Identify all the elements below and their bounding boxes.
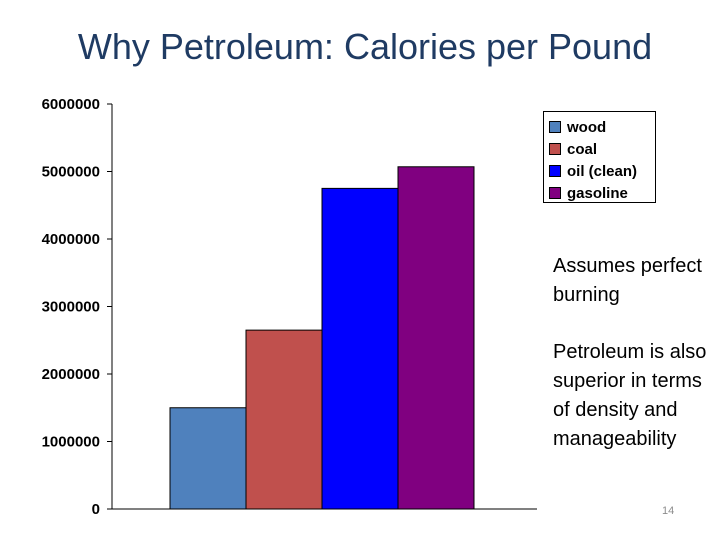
legend-item-coal: coal [549,138,655,160]
bar-oil [321,187,399,510]
legend-label-wood: wood [567,118,607,136]
legend-swatch-wood [549,121,561,133]
slide-title: Why Petroleum: Calories per Pound [77,26,653,67]
legend-label-gasoline: gasoline [567,184,628,202]
legend-swatch-coal [549,143,561,155]
legend-swatch-gasoline [549,187,561,199]
legend-item-gasoline: gasoline [549,182,655,204]
y-tick-label: 1000000 [42,434,100,451]
note-petroleum-superior: Petroleum is also superior in terms of d… [553,341,707,450]
chart-legend: wood coal oil (clean) gasoline [543,111,656,203]
y-tick-label: 0 [92,501,100,518]
y-tick-label: 2000000 [42,366,100,383]
legend-swatch-oil [549,165,561,177]
note-perfect-burning: Assumes perfect burning [553,255,702,306]
y-tick-label: 4000000 [42,231,100,248]
y-tick-label: 3000000 [42,299,100,316]
y-tick-label: 5000000 [42,164,100,181]
bar-gasoline [397,166,475,510]
y-tick-label: 6000000 [42,96,100,113]
legend-label-coal: coal [567,140,598,158]
slide-number: 14 [662,505,675,517]
legend-item-oil: oil (clean) [549,160,655,182]
bar-coal [245,329,323,510]
bar-wood [169,407,247,510]
legend-label-oil: oil (clean) [567,162,638,180]
legend-item-wood: wood [549,116,655,138]
